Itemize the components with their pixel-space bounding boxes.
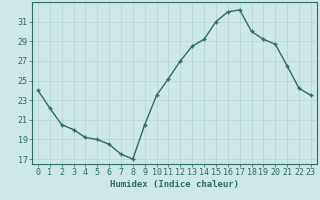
X-axis label: Humidex (Indice chaleur): Humidex (Indice chaleur) <box>110 180 239 189</box>
